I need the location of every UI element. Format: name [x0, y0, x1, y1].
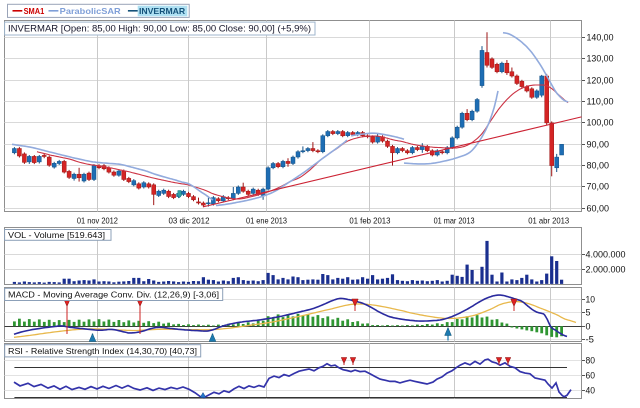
svg-text:120,00: 120,00 [587, 76, 614, 86]
svg-text:10: 10 [586, 295, 596, 305]
svg-text:ParabolicSAR: ParabolicSAR [60, 6, 121, 16]
svg-text:90,00: 90,00 [587, 140, 610, 150]
svg-text:100,00: 100,00 [587, 118, 614, 128]
svg-text:130,00: 130,00 [587, 54, 614, 64]
svg-text:03 dic 2012: 03 dic 2012 [169, 216, 210, 226]
svg-text:5: 5 [586, 308, 591, 318]
svg-text:INVERMAR [Open: 85,00 High: 9: INVERMAR [Open: 85,00 High: 90,00 Low: 8… [8, 24, 311, 34]
svg-text:-5: -5 [586, 335, 595, 345]
svg-text:01 feb 2013: 01 feb 2013 [349, 216, 390, 226]
svg-text:INVERMAR: INVERMAR [139, 6, 185, 16]
svg-text:VOL - Volume [519.643]: VOL - Volume [519.643] [8, 230, 105, 240]
svg-text:110,00: 110,00 [587, 97, 614, 107]
svg-text:SMA1: SMA1 [24, 6, 45, 16]
svg-text:80: 80 [586, 356, 596, 366]
svg-text:RSI - Relative Strength Index: RSI - Relative Strength Index (14,30,70)… [8, 346, 197, 356]
svg-text:01 ene 2013: 01 ene 2013 [246, 216, 287, 226]
svg-text:01 mar 2013: 01 mar 2013 [434, 216, 475, 226]
svg-text:70,00: 70,00 [587, 182, 610, 192]
svg-text:60: 60 [586, 371, 596, 381]
svg-text:80,00: 80,00 [587, 161, 610, 171]
svg-text:01 abr 2013: 01 abr 2013 [528, 216, 569, 226]
svg-text:2.000.000: 2.000.000 [586, 265, 626, 275]
svg-text:0: 0 [586, 322, 591, 332]
svg-text:MACD - Moving Average Conv. Di: MACD - Moving Average Conv. Div. (12,26,… [8, 290, 219, 300]
svg-text:40: 40 [586, 386, 596, 396]
svg-text:140,00: 140,00 [587, 33, 614, 43]
svg-text:01 nov 2012: 01 nov 2012 [77, 216, 118, 226]
svg-text:4.000.000: 4.000.000 [586, 250, 626, 260]
svg-text:60,00: 60,00 [587, 204, 610, 214]
